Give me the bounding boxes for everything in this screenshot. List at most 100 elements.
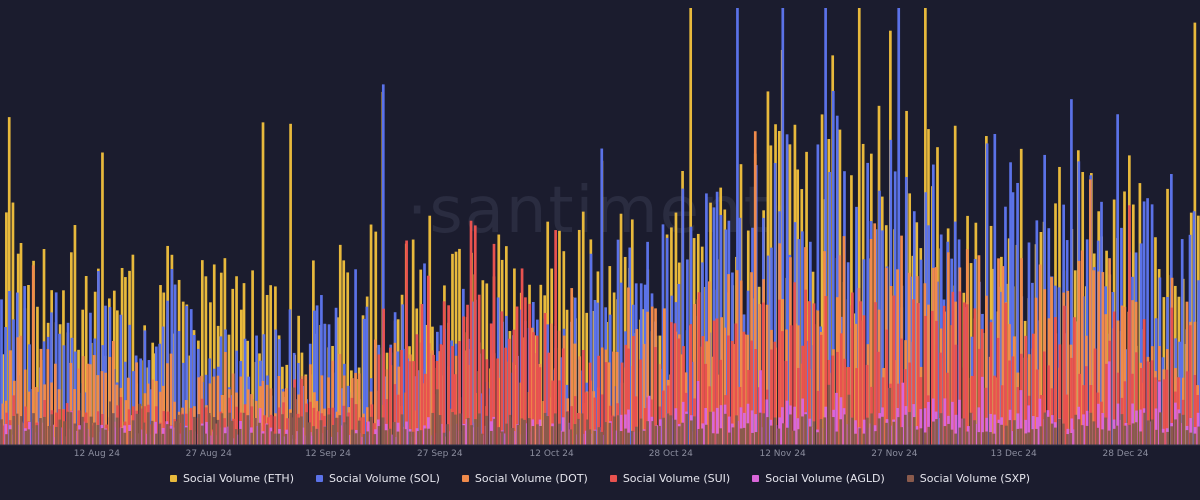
bar-sui (704, 363, 708, 445)
bar-sui (781, 331, 784, 445)
bar-sxp (327, 414, 331, 445)
bar-sxp (120, 428, 124, 445)
bar-sxp (174, 421, 178, 445)
bar-sxp (281, 414, 284, 445)
bar-agld (647, 395, 651, 445)
bar-sxp (111, 413, 115, 445)
legend-item-sui[interactable]: Social Volume (SUI) (609, 472, 731, 485)
bar-sxp (654, 425, 658, 445)
bar-sui (963, 302, 966, 445)
bar-agld (719, 405, 723, 445)
bar-dot (615, 351, 619, 445)
legend-swatch (316, 475, 323, 482)
bar-eth (689, 8, 693, 445)
legend-item-eth[interactable]: Social Volume (ETH) (169, 472, 294, 485)
legend-item-sol[interactable]: Social Volume (SOL) (316, 472, 440, 485)
bar-sxp (177, 414, 180, 445)
bar-dot (650, 306, 654, 445)
bar-dot (86, 363, 89, 445)
bar-sxp (958, 427, 962, 445)
legend-item-agld[interactable]: Social Volume (AGLD) (752, 472, 885, 485)
bar-sxp (754, 432, 758, 445)
bar-sxp (319, 420, 323, 445)
bar-sui (730, 340, 734, 445)
bar-sui (489, 323, 493, 445)
legend-label: Social Volume (SUI) (622, 472, 731, 485)
bar-eth (265, 294, 269, 445)
legend-item-dot[interactable]: Social Volume (DOT) (461, 472, 588, 485)
bar-sxp (466, 417, 470, 445)
bar-sol (801, 231, 804, 445)
bar-sui (1085, 366, 1088, 445)
bar-sui (362, 417, 365, 445)
bar-sui (473, 225, 477, 445)
bar-dot (151, 379, 155, 445)
bar-sxp (115, 417, 119, 445)
bar-agld (923, 408, 927, 445)
bar-sui (892, 295, 896, 445)
bar-sxp (812, 421, 816, 445)
bar-sxp (1185, 430, 1189, 445)
bar-dot (197, 377, 201, 445)
bar-sxp (569, 429, 573, 445)
bar-sui (1142, 319, 1146, 445)
bar-sui (554, 230, 557, 445)
bar-sui (1128, 205, 1131, 445)
bar-sxp (746, 423, 750, 445)
bar-agld (977, 407, 981, 445)
bar-sxp (539, 425, 543, 445)
bar-sui (1063, 305, 1066, 445)
bar-sui (496, 358, 499, 445)
legend-item-sxp[interactable]: Social Volume (SXP) (906, 472, 1031, 485)
bar-eth (251, 270, 254, 445)
bar-sui (1031, 333, 1035, 445)
bar-sxp (500, 431, 504, 445)
bar-agld (835, 392, 838, 445)
chart-legend: Social Volume (ETH) Social Volume (SOL) So… (0, 472, 1200, 485)
bar-sui (1070, 357, 1073, 445)
bar-sxp (478, 413, 481, 445)
bar-sui (515, 306, 519, 445)
bar-sol (1116, 114, 1119, 445)
bar-sui (643, 408, 647, 445)
bar-sui (677, 338, 681, 445)
bar-dot (224, 351, 227, 445)
bar-sxp (454, 414, 457, 445)
bar-sxp (843, 414, 847, 445)
bar-sui (750, 340, 753, 445)
bar-dot (169, 353, 173, 445)
bar-sui (520, 268, 524, 445)
bar-sxp (762, 413, 766, 445)
bar-dot (77, 368, 80, 445)
bar-sui (273, 416, 277, 445)
legend-label: Social Volume (SXP) (919, 472, 1031, 485)
bar-sxp (1024, 433, 1028, 445)
bar-sui (634, 396, 638, 445)
bar-dot (607, 362, 611, 445)
chart-plot-area: ·santiment· 12 Aug 24 27 Aug 24 12 Sep 24 2… (0, 8, 1200, 459)
bar-sxp (158, 423, 162, 445)
bar-sxp (470, 425, 473, 445)
bar-agld (954, 414, 958, 445)
bar-sxp (1128, 424, 1131, 445)
bar-eth (565, 309, 569, 445)
bar-agld (754, 414, 758, 445)
bar-dot (212, 376, 216, 445)
bar-sui (993, 375, 996, 445)
bar-sxp (823, 417, 827, 445)
bar-sol (661, 224, 665, 445)
bar-sxp (608, 422, 612, 445)
bar-sui (924, 315, 927, 445)
bar-sui (528, 303, 532, 445)
bar-sui (432, 354, 435, 445)
bar-sxp (1047, 416, 1050, 445)
bar-sxp (1150, 419, 1154, 445)
bar-sui (200, 398, 204, 445)
bar-sol (773, 163, 777, 446)
bar-sxp (719, 428, 722, 445)
bar-sxp (1027, 432, 1031, 445)
bar-sxp (27, 429, 30, 445)
bar-sxp (597, 427, 601, 445)
bar-sxp (1016, 428, 1020, 445)
bar-dot (723, 327, 727, 445)
